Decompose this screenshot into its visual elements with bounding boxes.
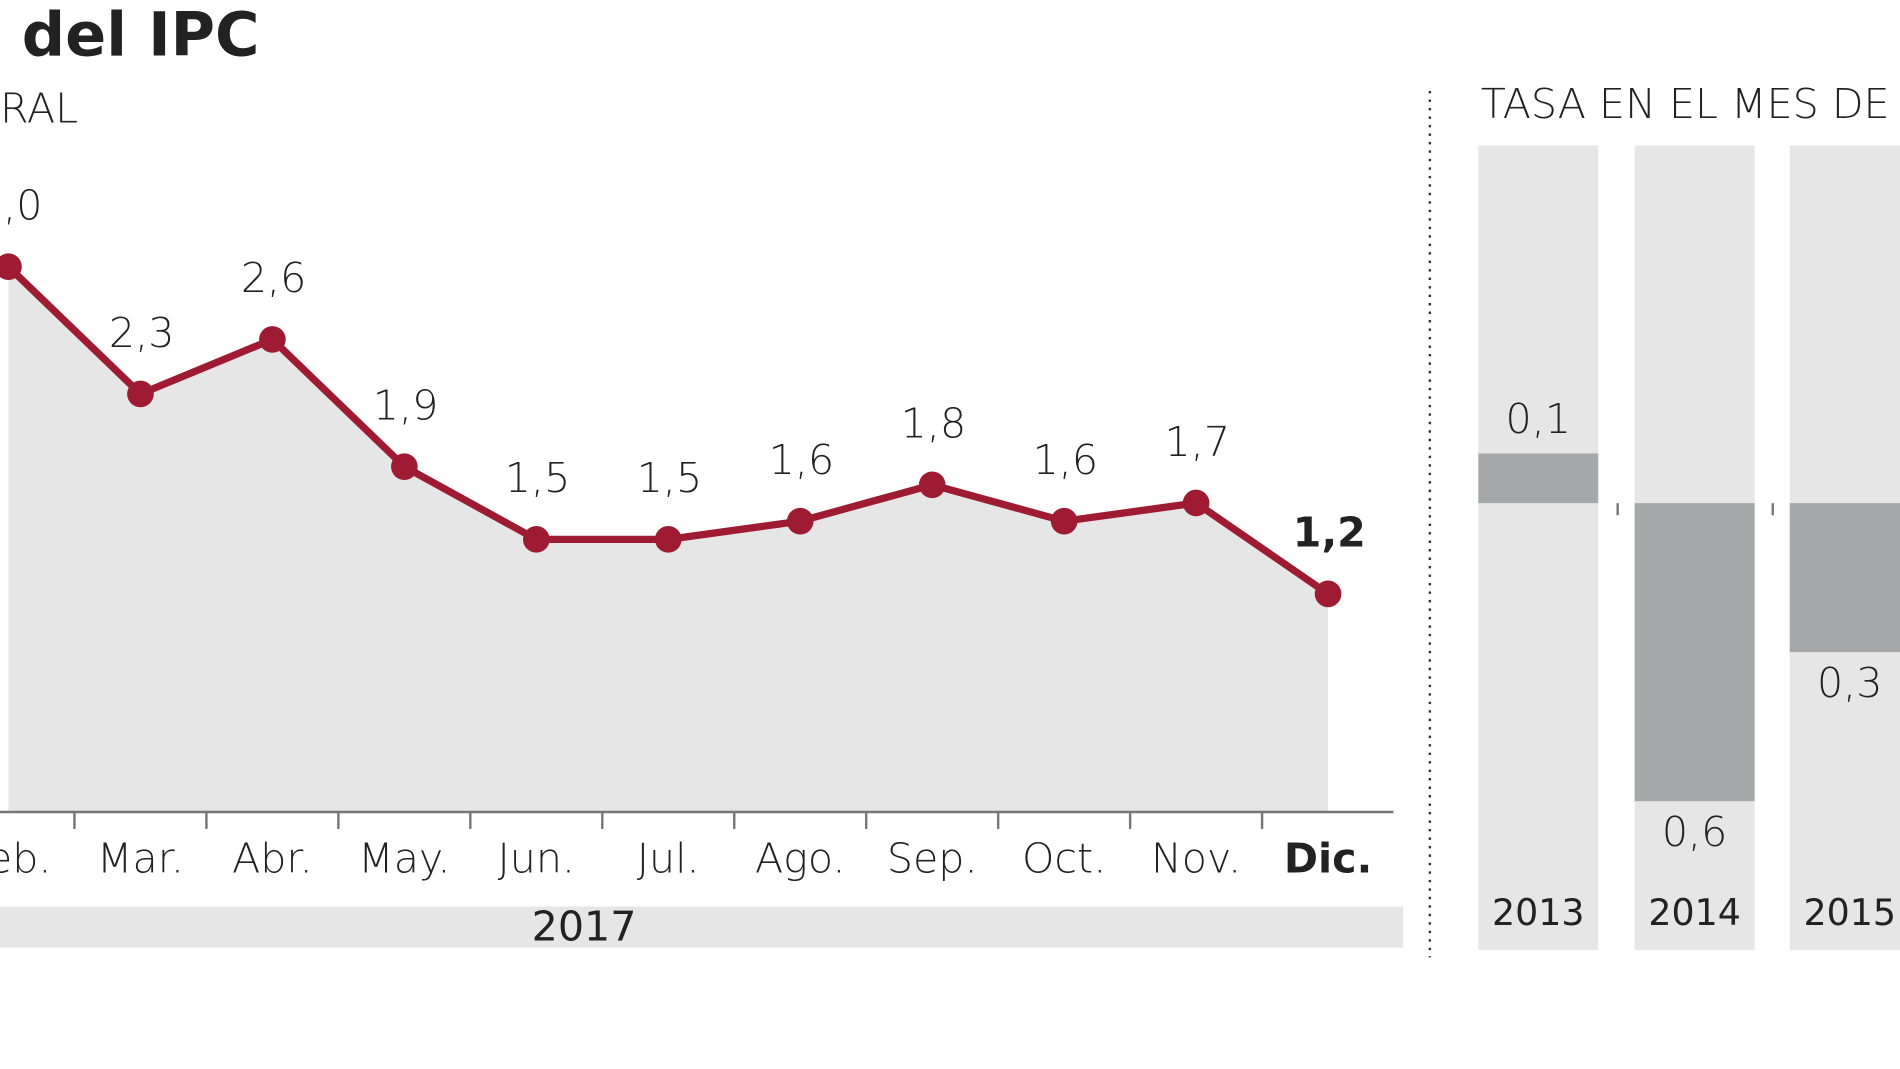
bar — [1478, 453, 1599, 504]
x-tick-label: Oct. — [1022, 835, 1106, 883]
point — [391, 453, 418, 480]
year-band — [0, 906, 1404, 948]
value-label: 1,2 — [1293, 509, 1366, 557]
point — [1314, 580, 1342, 608]
value-label: 1,8 — [901, 400, 967, 448]
x-tick-label: Mar. — [97, 835, 184, 883]
x-tick-label: Jun. — [498, 835, 575, 883]
x-tick-label: Jul. — [637, 835, 700, 883]
value-label: 2,6 — [241, 254, 307, 302]
chart-title: del IPC — [22, 0, 260, 70]
point — [1050, 507, 1078, 535]
bar — [1789, 503, 1900, 653]
value-label: 1,7 — [1165, 418, 1231, 466]
value-label: 3,0 — [0, 182, 42, 230]
point — [0, 253, 22, 281]
x-tick-label: 2013 — [1492, 891, 1585, 934]
point — [1182, 489, 1210, 517]
x-tick-label: Nov. — [1151, 835, 1241, 883]
x-tick-label: Abr. — [232, 835, 313, 883]
x-tick-label: 2015 — [1803, 891, 1895, 934]
value-label: 0,1 — [1506, 395, 1572, 443]
point — [127, 380, 154, 408]
value-label: 1,6 — [1033, 436, 1099, 484]
x-tick-label: Feb. — [0, 835, 51, 883]
value-label: 1,5 — [637, 454, 703, 502]
x-tick-label: Ago. — [755, 835, 845, 883]
year-label: 2017 — [532, 903, 637, 951]
point — [786, 507, 814, 535]
value-label: 0,6 — [1662, 808, 1728, 856]
x-tick-label: 2014 — [1648, 891, 1740, 934]
value-label: 1,5 — [505, 454, 571, 502]
point — [259, 326, 286, 353]
x-tick-label: Dic. — [1284, 835, 1372, 883]
chart-subtitle: RAL — [0, 85, 78, 133]
column-bg — [1478, 145, 1599, 951]
point — [654, 526, 682, 553]
value-label: 2,3 — [109, 309, 175, 357]
point — [522, 526, 550, 553]
x-tick-label: May. — [358, 835, 450, 883]
value-label: 0,3 — [1817, 659, 1883, 707]
value-label: 1,6 — [769, 436, 835, 484]
panel-title: TASA EN EL MES DE — [1481, 80, 1890, 128]
x-tick-label: Sep. — [887, 835, 978, 883]
value-label: 1,9 — [373, 381, 439, 429]
point — [918, 471, 946, 499]
bar — [1634, 503, 1755, 802]
